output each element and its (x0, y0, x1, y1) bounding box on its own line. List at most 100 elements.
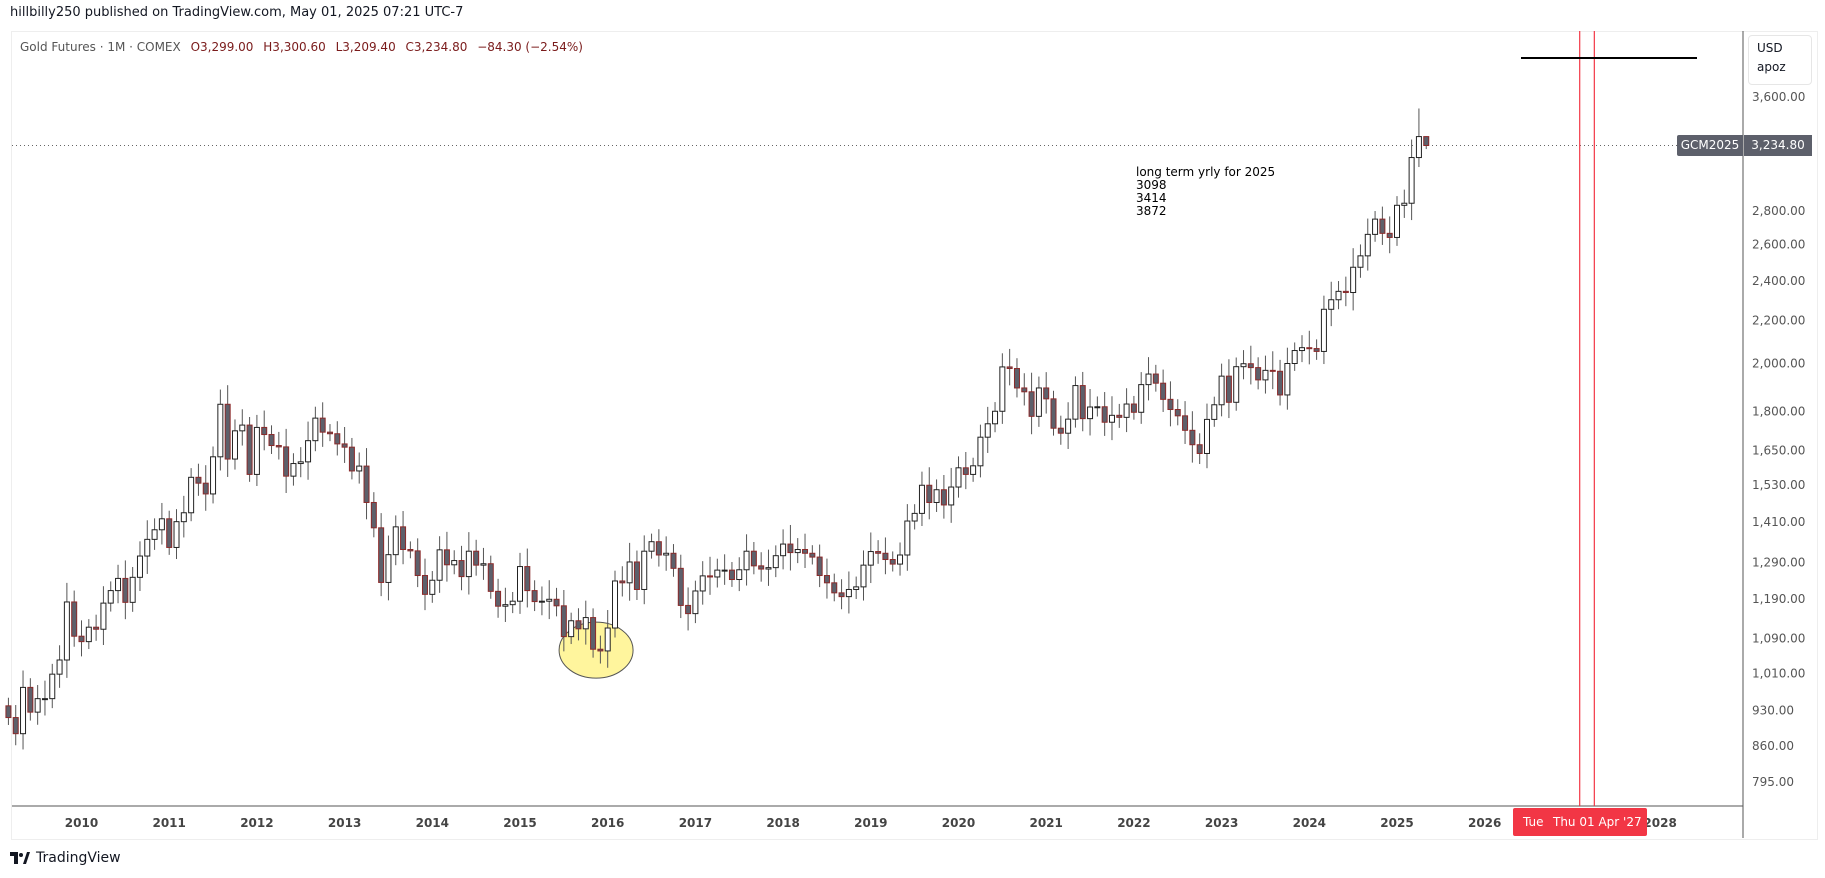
candle-down (1079, 385, 1086, 420)
candle-up (100, 602, 107, 630)
candle-down (816, 556, 823, 577)
chart-frame (11, 31, 1818, 840)
candle-down (400, 526, 407, 550)
annotation-level: 3872 (1136, 204, 1167, 218)
legend-symbol[interactable]: Gold Futures · 1M · COMEX (20, 40, 181, 54)
date-label-right: Thu 01 Apr '27 (1553, 815, 1642, 829)
candle-down (348, 446, 355, 472)
candle-down (1130, 403, 1137, 413)
candle-up (648, 541, 655, 552)
last-price-tag: 3,234.80 (1744, 135, 1812, 156)
candle-up (217, 403, 224, 458)
candle-up (392, 526, 399, 556)
candle-down (5, 705, 12, 719)
year-tick-label: 2013 (328, 816, 361, 830)
candle-down (1196, 444, 1203, 454)
candle-down (1306, 347, 1313, 350)
candle-down (962, 467, 969, 475)
candle-down (363, 465, 370, 503)
candle-up (63, 601, 70, 661)
candle-down (1277, 370, 1284, 396)
candle-down (71, 601, 78, 637)
candle-down (473, 550, 480, 566)
year-tick-label: 2017 (679, 816, 712, 830)
candle-up (867, 551, 874, 566)
legend-high: H3,300.60 (263, 40, 326, 54)
candle-up (736, 569, 743, 581)
candle-up (49, 673, 56, 700)
candle-up (1415, 136, 1422, 159)
candle-up (34, 698, 41, 713)
candle-down (655, 541, 662, 556)
candle-down (407, 548, 414, 552)
date-label-left: Tue (1523, 815, 1544, 829)
candle-up (465, 550, 472, 578)
price-tick-label: 2,600.00 (1752, 238, 1805, 252)
legend-open: O3,299.00 (190, 40, 254, 54)
candle-up (1218, 375, 1225, 406)
candle-up (845, 588, 852, 598)
candle-down (93, 626, 100, 630)
candle-down (166, 518, 173, 548)
candle-up (107, 590, 114, 604)
candle-up (765, 567, 772, 570)
candle-down (728, 569, 735, 581)
price-tick-label: 1,290.00 (1752, 555, 1805, 569)
candle-down (224, 403, 231, 460)
annotation-level: 3098 (1136, 178, 1167, 192)
candle-up (1408, 157, 1415, 204)
candle-up (1335, 290, 1342, 301)
tradingview-logo[interactable]: TradingView (10, 850, 121, 866)
candle-up (1401, 202, 1408, 206)
candle-up (253, 426, 260, 475)
candle-down (1167, 398, 1174, 411)
candle-down (1247, 363, 1254, 369)
candle-up (305, 440, 312, 463)
candle-down (619, 580, 626, 584)
candle-down (1043, 387, 1050, 400)
candle-up (385, 554, 392, 583)
year-tick-label: 2024 (1293, 816, 1326, 830)
candle-up (509, 600, 516, 606)
candle-down (633, 561, 640, 590)
candle-up (853, 586, 860, 590)
candle-up (180, 512, 187, 523)
candle-up (231, 430, 238, 460)
candle-up (1094, 406, 1101, 409)
candle-down (319, 417, 326, 433)
candle-down (341, 443, 348, 448)
candle-up (239, 424, 246, 432)
candle-down (421, 575, 428, 595)
candle-up (1350, 266, 1357, 294)
candle-down (414, 550, 421, 577)
candle-up (714, 569, 721, 578)
currency-unit-selector[interactable]: USD apoz (1748, 35, 1812, 85)
candle-down (12, 717, 19, 735)
candle-down (122, 577, 129, 603)
candle-down (1313, 348, 1320, 352)
price-tick-label: 1,410.00 (1752, 515, 1805, 529)
candle-down (487, 563, 494, 592)
candle-up (721, 569, 728, 572)
price-tick-label: 795.00 (1752, 775, 1794, 789)
candle-down (1386, 232, 1393, 238)
annotation-level: 3414 (1136, 191, 1167, 205)
candle-down (823, 575, 830, 584)
year-tick-label: 2022 (1117, 816, 1150, 830)
candle-up (604, 627, 611, 652)
year-tick-label: 2026 (1468, 816, 1501, 830)
candle-up (85, 626, 92, 643)
currency-label[interactable]: USD (1757, 41, 1783, 55)
price-tick-label: 2,000.00 (1752, 357, 1805, 371)
price-tick-label: 1,090.00 (1752, 632, 1805, 646)
candle-up (933, 489, 940, 503)
unit-label[interactable]: apoz (1757, 60, 1786, 74)
candle-up (115, 577, 122, 592)
candle-up (955, 467, 962, 488)
text-annotation[interactable]: long term yrly for 2025 3098 3414 3872 (1136, 166, 1275, 218)
candle-down (1182, 415, 1189, 431)
candle-up (312, 417, 319, 442)
candle-up (1123, 403, 1130, 418)
candle-down (326, 431, 333, 435)
